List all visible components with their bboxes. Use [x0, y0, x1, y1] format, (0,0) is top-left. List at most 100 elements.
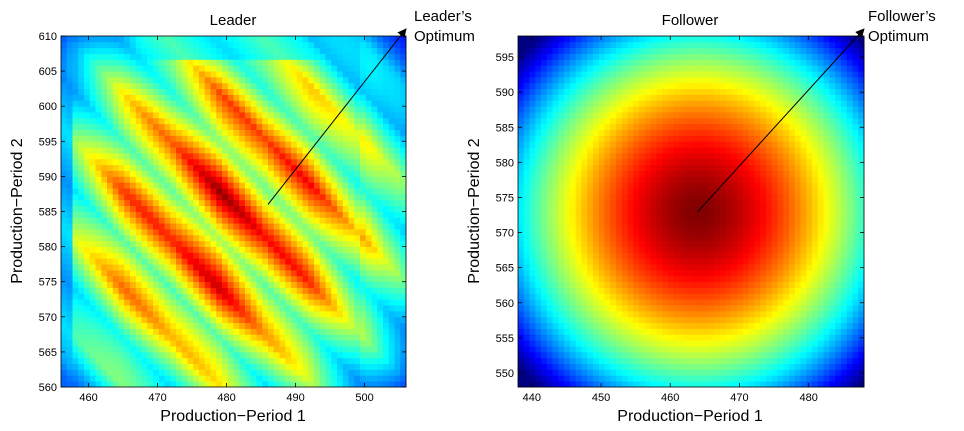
leader-heatmap-cell: [302, 71, 309, 78]
leader-heatmap-cell: [130, 351, 137, 359]
leader-heatmap-cell: [388, 47, 395, 54]
leader-heatmap-cell: [291, 340, 298, 347]
leader-heatmap-cell: [233, 170, 240, 177]
leader-heatmap-cell: [176, 357, 183, 364]
leader-heatmap-cell: [394, 135, 401, 142]
follower-heatmap-cell: [535, 293, 542, 300]
leader-heatmap-cell: [210, 252, 217, 259]
follower-heatmap-cell: [592, 305, 600, 312]
leader-heatmap-cell: [135, 270, 142, 277]
leader-heatmap-cell: [354, 135, 361, 142]
leader-heatmap-cell: [181, 88, 188, 95]
follower-heatmap-cell: [575, 158, 582, 166]
leader-heatmap-cell: [101, 36, 108, 43]
leader-heatmap-cell: [216, 106, 223, 113]
follower-heatmap-cell: [627, 305, 634, 312]
leader-heatmap-cell: [302, 275, 309, 283]
follower-heatmap-cell: [575, 328, 582, 335]
leader-heatmap-cell: [227, 71, 234, 78]
leader-heatmap-cell: [112, 129, 119, 136]
leader-heatmap-cell: [147, 188, 154, 195]
follower-heatmap-cell: [552, 141, 559, 148]
follower-heatmap-cell: [587, 41, 594, 49]
leader-heatmap-cell: [66, 369, 73, 376]
leader-heatmap-cell: [245, 246, 252, 253]
leader-heatmap-cell: [268, 147, 275, 154]
follower-heatmap-cell: [621, 41, 628, 49]
leader-heatmap-cell: [394, 240, 401, 247]
leader-heatmap-cell: [72, 123, 79, 130]
leader-heatmap-cell: [331, 193, 338, 201]
leader-heatmap-cell: [181, 217, 188, 224]
leader-heatmap-cell: [199, 316, 206, 324]
leader-heatmap-cell: [153, 275, 160, 283]
leader-heatmap-cell: [84, 193, 91, 201]
follower-heatmap-cell: [529, 47, 536, 54]
follower-heatmap-cell: [581, 193, 588, 201]
leader-heatmap-cell: [147, 363, 154, 370]
follower-heatmap-cell: [639, 188, 646, 195]
leader-heatmap-cell: [394, 188, 401, 195]
follower-heatmap-cell: [541, 141, 548, 148]
leader-heatmap-cell: [377, 123, 384, 130]
leader-heatmap-cell: [360, 65, 367, 72]
leader-heatmap-cell: [285, 328, 292, 335]
leader-heatmap-cell: [273, 381, 280, 388]
leader-heatmap-cell: [348, 41, 355, 49]
follower-heatmap-cell: [529, 211, 536, 218]
leader-heatmap-cell: [61, 310, 68, 318]
leader-heatmap-cell: [153, 112, 160, 119]
leader-heatmap-cell: [170, 94, 177, 101]
leader-heatmap-cell: [164, 205, 171, 212]
leader-heatmap-cell: [296, 357, 303, 364]
leader-heatmap-cell: [268, 106, 275, 113]
leader-heatmap-cell: [222, 363, 229, 370]
leader-heatmap-cell: [337, 281, 344, 288]
leader-heatmap-cell: [112, 65, 119, 72]
leader-heatmap-cell: [210, 322, 217, 329]
leader-heatmap-cell: [66, 117, 73, 125]
leader-heatmap-cell: [302, 211, 309, 218]
leader-heatmap-cell: [371, 351, 378, 359]
leader-heatmap-cell: [176, 293, 183, 300]
leader-heatmap-cell: [383, 205, 390, 212]
leader-heatmap-cell: [400, 123, 407, 130]
leader-heatmap-cell: [124, 357, 131, 364]
leader-heatmap-cell: [319, 76, 326, 84]
follower-heatmap-cell: [552, 229, 559, 236]
leader-heatmap-cell: [256, 363, 263, 370]
leader-heatmap-cell: [89, 112, 96, 119]
leader-heatmap-cell: [210, 229, 217, 236]
leader-heatmap-cell: [256, 100, 263, 107]
leader-heatmap-cell: [89, 229, 96, 236]
leader-heatmap-cell: [130, 135, 137, 142]
leader-heatmap-cell: [256, 53, 263, 60]
leader-heatmap-cell: [314, 322, 321, 329]
leader-heatmap-cell: [354, 275, 361, 283]
leader-heatmap-cell: [101, 147, 108, 154]
follower-heatmap-cell: [587, 47, 594, 54]
leader-heatmap-cell: [377, 305, 384, 312]
leader-heatmap-cell: [285, 229, 292, 236]
leader-heatmap-cell: [147, 229, 154, 236]
follower-heatmap-cell: [564, 381, 571, 388]
leader-heatmap-cell: [296, 258, 303, 265]
follower-heatmap-cell: [581, 270, 588, 277]
leader-heatmap-cell: [302, 36, 309, 43]
leader-heatmap-cell: [101, 199, 108, 207]
follower-heatmap-cell: [575, 135, 582, 142]
follower-heatmap-cell: [564, 82, 571, 90]
leader-heatmap-cell: [89, 47, 96, 54]
follower-heatmap-cell: [633, 223, 640, 230]
leader-heatmap-cell: [112, 176, 119, 183]
leader-heatmap-cell: [245, 369, 252, 376]
leader-heatmap-cell: [181, 59, 188, 66]
follower-heatmap-cell: [592, 234, 600, 242]
leader-heatmap-cell: [135, 188, 142, 195]
follower-heatmap-cell: [575, 287, 582, 294]
leader-heatmap-cell: [296, 117, 303, 125]
leader-heatmap-cell: [325, 229, 332, 236]
leader-heatmap-cell: [314, 346, 321, 353]
leader-heatmap-cell: [158, 88, 165, 95]
follower-heatmap-cell: [552, 246, 559, 253]
